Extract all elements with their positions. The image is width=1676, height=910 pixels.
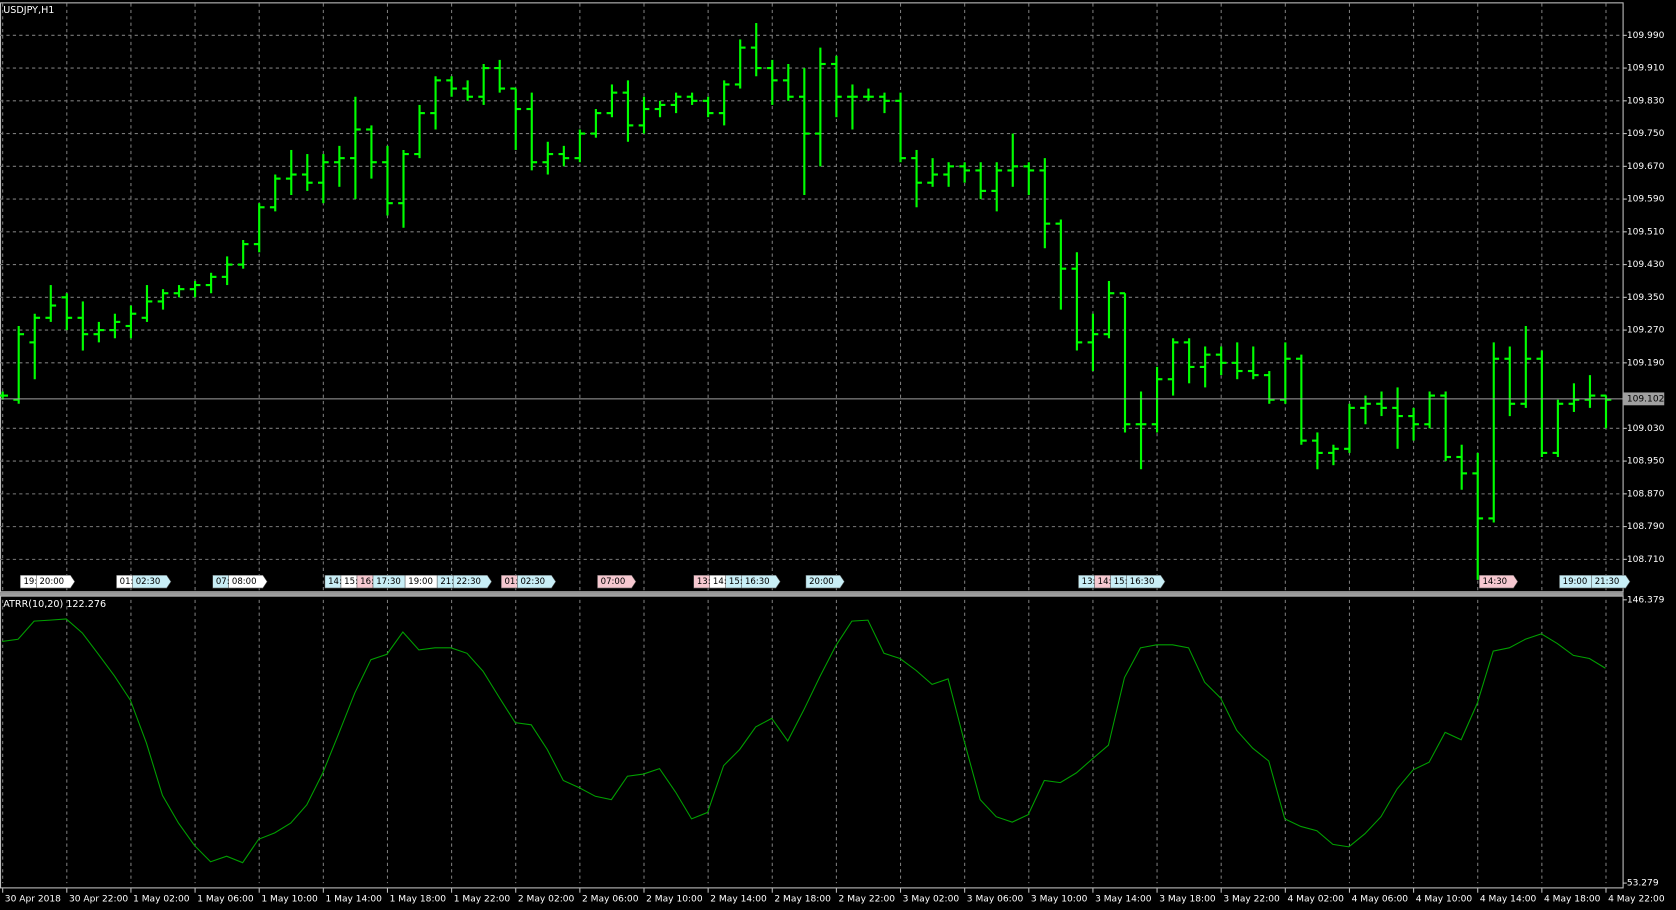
event-marker xyxy=(452,574,492,589)
y-tick-label: 108.950 xyxy=(1627,457,1665,467)
event-label: 22:30 xyxy=(456,577,481,587)
x-tick-label: 4 May 22:00 xyxy=(1608,895,1665,905)
event-marker xyxy=(597,574,637,589)
x-tick-label: 3 May 14:00 xyxy=(1095,895,1152,905)
event-label: 21: xyxy=(440,577,454,587)
y-tick-label: 108.710 xyxy=(1627,555,1665,565)
x-tick-label: 2 May 14:00 xyxy=(710,895,767,905)
event-label: 02:30 xyxy=(520,577,545,587)
y-tick-label: 108.790 xyxy=(1627,522,1665,532)
event-label: 16:30 xyxy=(1130,577,1155,587)
event-marker xyxy=(228,574,268,589)
event-marker xyxy=(517,574,557,589)
x-tick-label: 3 May 18:00 xyxy=(1159,895,1216,905)
y-tick-label: 108.870 xyxy=(1627,489,1665,499)
x-tick-label: 1 May 14:00 xyxy=(325,895,382,905)
x-tick-label: 1 May 10:00 xyxy=(261,895,318,905)
event-label: 20:00 xyxy=(809,577,834,587)
event-label: 14: xyxy=(1098,577,1112,587)
x-tick-label: 4 May 02:00 xyxy=(1287,895,1344,905)
x-tick-label: 30 Apr 2018 xyxy=(5,895,61,905)
x-tick-label: 4 May 14:00 xyxy=(1480,895,1537,905)
y-tick-label: 53.279 xyxy=(1627,879,1659,889)
y-tick-label: 109.590 xyxy=(1627,195,1665,205)
event-label: 20:00 xyxy=(39,577,64,587)
y-tick-label: 109.430 xyxy=(1627,260,1665,270)
event-marker xyxy=(805,574,845,589)
event-label: 07:00 xyxy=(601,577,626,587)
event-label: 19: xyxy=(23,577,37,587)
y-tick-label: 109.830 xyxy=(1627,96,1665,106)
current-price-label: 109.102 xyxy=(1627,394,1665,404)
event-label: 13: xyxy=(697,577,711,587)
event-marker xyxy=(1126,574,1166,589)
event-label: 01: xyxy=(504,577,518,587)
event-marker xyxy=(741,574,781,589)
y-tick-label: 109.510 xyxy=(1627,227,1665,237)
event-label: 14:30 xyxy=(1482,577,1507,587)
event-label: 16: xyxy=(360,577,374,587)
x-tick-label: 2 May 18:00 xyxy=(774,895,831,905)
x-tick-label: 3 May 22:00 xyxy=(1223,895,1280,905)
event-label: 08:00 xyxy=(232,577,257,587)
event-marker xyxy=(1591,574,1631,589)
indicator-line xyxy=(2,618,1606,864)
x-tick-label: 1 May 06:00 xyxy=(197,895,254,905)
y-tick-label: 109.750 xyxy=(1627,129,1665,139)
event-label: 15: xyxy=(1114,577,1128,587)
chart-title: USDJPY,H1 xyxy=(3,5,54,16)
event-label: 21:30 xyxy=(1595,577,1620,587)
event-label: 14: xyxy=(328,577,342,587)
x-tick-label: 1 May 02:00 xyxy=(133,895,190,905)
event-label: 01: xyxy=(120,577,134,587)
x-tick-label: 4 May 18:00 xyxy=(1544,895,1601,905)
y-tick-label: 109.910 xyxy=(1627,64,1665,74)
x-tick-label: 4 May 06:00 xyxy=(1352,895,1409,905)
event-label: 07: xyxy=(216,577,230,587)
current-price-box xyxy=(1623,392,1665,406)
event-label: 17:30 xyxy=(376,577,401,587)
y-tick-label: 109.030 xyxy=(1627,424,1665,434)
indicator-title: ATRR(10,20) 122.276 xyxy=(3,599,106,610)
x-tick-label: 4 May 10:00 xyxy=(1416,895,1473,905)
event-label: 19:00 xyxy=(1563,577,1588,587)
event-label: 16:30 xyxy=(745,577,770,587)
event-label: 15: xyxy=(344,577,358,587)
y-tick-label: 109.670 xyxy=(1627,162,1665,172)
x-tick-label: 3 May 02:00 xyxy=(903,895,960,905)
y-tick-label: 109.190 xyxy=(1627,358,1665,368)
x-tick-label: 30 Apr 22:00 xyxy=(69,895,128,905)
panel-separator[interactable] xyxy=(0,592,1624,596)
x-tick-label: 2 May 22:00 xyxy=(839,895,896,905)
y-tick-label: 109.990 xyxy=(1627,31,1665,41)
event-label: 15: xyxy=(729,577,743,587)
event-marker xyxy=(36,574,76,589)
event-label: 19:00 xyxy=(408,577,433,587)
event-label: 13: xyxy=(1082,577,1096,587)
x-tick-label: 1 May 18:00 xyxy=(390,895,447,905)
x-tick-label: 2 May 10:00 xyxy=(646,895,703,905)
event-marker xyxy=(132,574,172,589)
y-tick-label: 146.379 xyxy=(1627,595,1665,605)
x-tick-label: 3 May 06:00 xyxy=(967,895,1024,905)
event-marker xyxy=(1479,574,1519,589)
event-label: 14: xyxy=(713,577,727,587)
x-tick-label: 2 May 02:00 xyxy=(518,895,575,905)
x-tick-label: 2 May 06:00 xyxy=(582,895,639,905)
y-tick-label: 109.270 xyxy=(1627,326,1665,336)
x-tick-label: 1 May 22:00 xyxy=(454,895,511,905)
x-tick-label: 3 May 10:00 xyxy=(1031,895,1088,905)
y-tick-label: 109.350 xyxy=(1627,293,1665,303)
event-label: 02:30 xyxy=(136,577,161,587)
indicator-panel-frame xyxy=(0,595,1624,889)
